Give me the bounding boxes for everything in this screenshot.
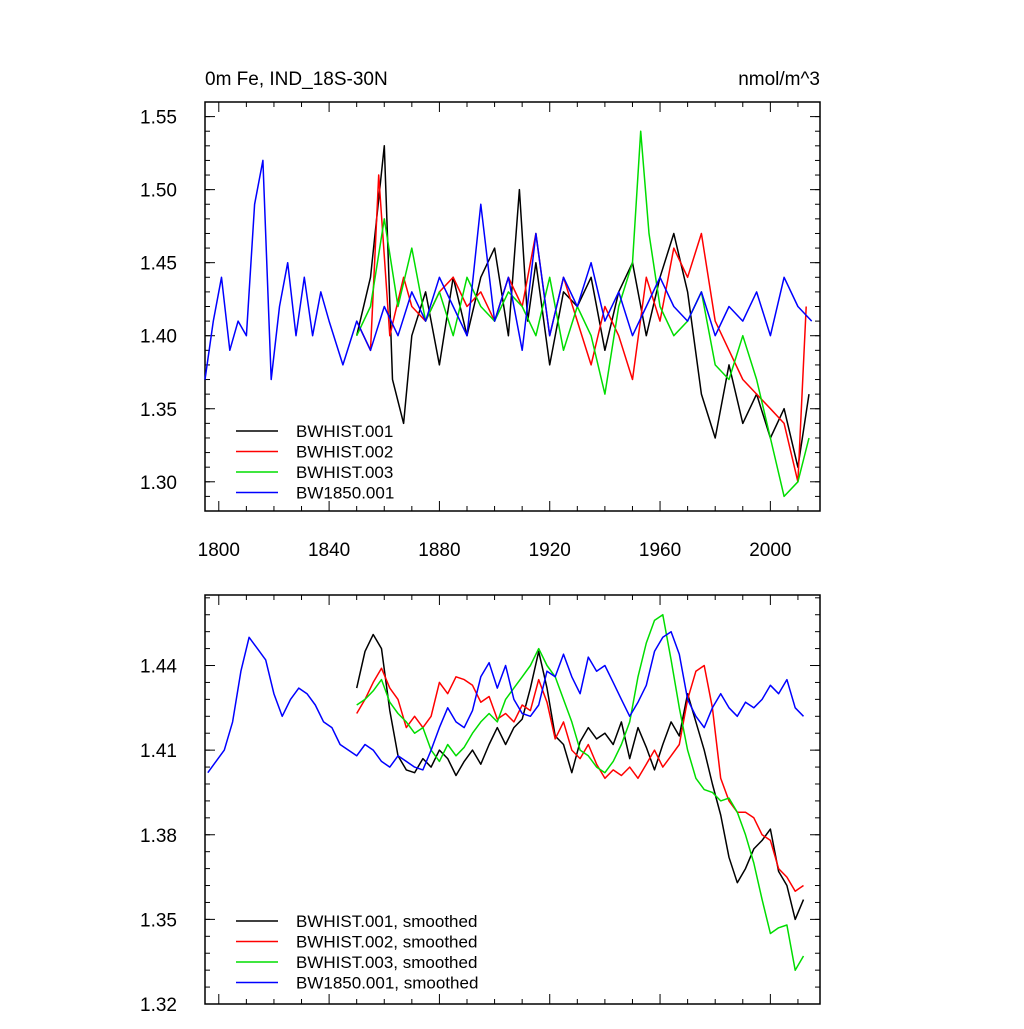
bottom-axis-ticks: 1.44 1.41 1.38 1.35 1.32 [140,595,820,1016]
series-line-1 [355,633,805,921]
bottom-series-group [207,613,805,971]
legend-label-2: BWHIST.002, smoothed [296,933,477,952]
y-tick-label: 1.35 [140,400,177,421]
bottom-legend: BWHIST.001, smoothed BWHIST.002, smoothed… [236,912,478,993]
series-line-2 [356,174,807,483]
y-tick-label: 1.50 [140,181,177,202]
x-tick-label: 1880 [418,540,460,561]
legend-label-1: BWHIST.001, smoothed [296,912,477,931]
y-tick-label: 1.44 [140,657,177,678]
legend-label-4: BW1850.001 [296,484,394,503]
legend-label-2: BWHIST.002 [296,443,393,462]
top-series-group [204,130,813,498]
series-line-2 [356,664,804,892]
legend-label-3: BWHIST.003, smoothed [296,953,477,972]
legend-label-3: BWHIST.003 [296,463,393,482]
y-tick-label: 1.30 [140,473,177,494]
top-axis-ticks: 1800 1840 1880 1920 1960 2000 1.55 1.50 1.45 1.40… [140,102,820,561]
top-chart-title: 0m Fe, IND_18S-30N [205,69,388,90]
legend-label-1: BWHIST.001 [296,422,393,441]
x-tick-label: 1920 [529,540,571,561]
y-tick-label: 1.32 [140,995,177,1016]
top-chart-units: nmol/m^3 [738,69,820,90]
top-panel: 0m Fe, IND_18S-30N nmol/m^3 1800 1840 1880… [140,69,821,561]
x-tick-label: 1800 [198,540,240,561]
series-line-1 [355,145,810,468]
series-line-3 [356,130,810,498]
y-tick-label: 1.40 [140,327,177,348]
y-tick-label: 1.38 [140,826,177,847]
y-tick-label: 1.55 [140,108,177,129]
x-tick-label: 1960 [639,540,681,561]
y-tick-label: 1.45 [140,254,177,275]
series-line-4 [207,630,805,774]
x-tick-label: 2000 [749,540,791,561]
bottom-plot-frame [204,594,821,1005]
x-tick-label: 1840 [308,540,350,561]
bottom-panel: 1.44 1.41 1.38 1.35 1.32 BWHIST.001, smoothe… [140,594,821,1016]
y-tick-label: 1.41 [140,741,177,762]
legend-label-4: BW1850.001, smoothed [296,974,478,993]
y-tick-label: 1.35 [140,910,177,931]
series-line-4 [204,159,813,381]
